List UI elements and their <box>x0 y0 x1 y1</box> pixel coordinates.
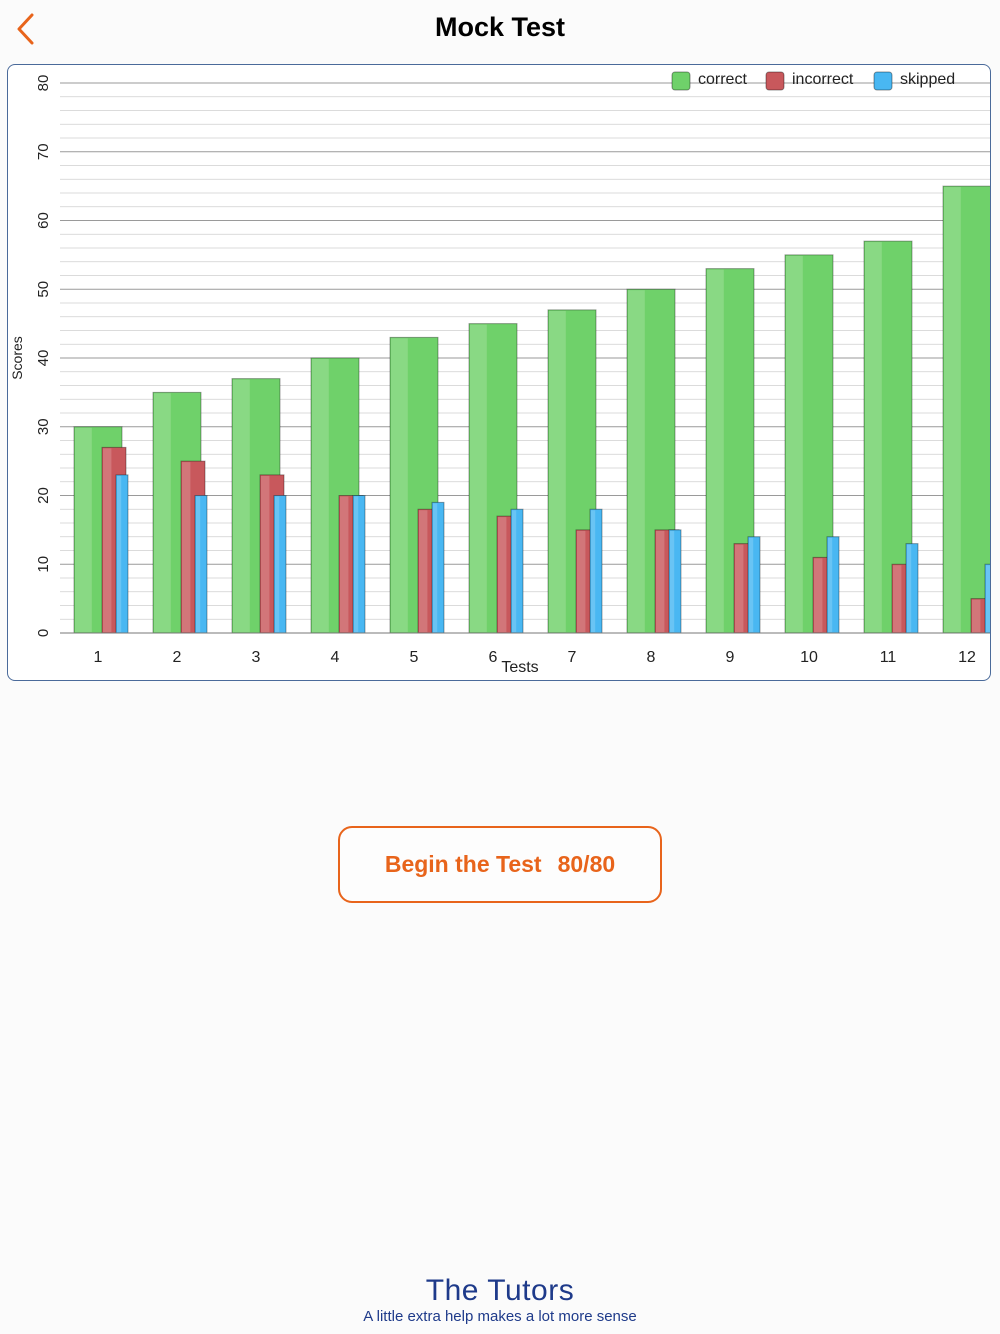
y-tick-label: 30 <box>35 418 52 435</box>
bar-highlight <box>628 290 645 632</box>
y-tick-label: 60 <box>35 212 52 229</box>
bar-highlight <box>354 496 359 632</box>
bar-highlight <box>591 510 596 632</box>
x-tick-label: 12 <box>958 649 976 666</box>
bar-highlight <box>103 448 112 632</box>
bar-highlight <box>865 242 882 632</box>
bar-highlight <box>498 517 507 632</box>
x-tick-label: 3 <box>252 649 261 666</box>
y-tick-label: 20 <box>35 487 52 504</box>
bar-highlight <box>749 537 754 632</box>
legend-label-correct: correct <box>698 71 747 88</box>
logo-name: The Tutors <box>425 1274 575 1307</box>
x-tick-label: 10 <box>800 649 818 666</box>
y-tick-label: 0 <box>35 629 52 637</box>
y-tick-label: 70 <box>35 143 52 160</box>
x-tick-label: 2 <box>173 649 182 666</box>
legend-label-skipped: skipped <box>900 71 955 88</box>
bar-highlight <box>828 537 833 632</box>
bar-highlight <box>735 544 744 632</box>
y-tick-label: 80 <box>35 75 52 92</box>
bar-highlight <box>972 599 981 632</box>
back-button[interactable] <box>8 10 44 50</box>
y-axis-label: Scores <box>9 336 25 380</box>
bar-highlight <box>391 338 408 632</box>
bar-highlight <box>419 510 428 632</box>
bar-highlight <box>814 558 823 632</box>
x-tick-label: 8 <box>647 649 656 666</box>
bar-highlight <box>275 496 280 632</box>
bar-highlight <box>512 510 517 632</box>
y-tick-label: 50 <box>35 281 52 298</box>
begin-test-label: Begin the Test <box>384 851 542 877</box>
bar-highlight <box>577 530 586 632</box>
x-tick-label: 7 <box>568 649 577 666</box>
bar-skipped <box>984 563 990 634</box>
bar-highlight <box>75 427 92 632</box>
logo-tagline: A little extra help makes a lot more sen… <box>363 1308 637 1325</box>
bar-highlight <box>986 565 990 632</box>
x-tick-label: 1 <box>94 649 103 666</box>
bar-highlight <box>549 310 566 632</box>
legend-label-incorrect: incorrect <box>792 71 854 88</box>
bar-highlight <box>707 269 724 632</box>
scores-chart: 0 10 20 30 40 50 60 70 80 Scores 1 2 3 4 5 6 7 8 9 10 11 12 Te… <box>7 64 991 681</box>
navigation-bar: Mock Test <box>0 0 1000 60</box>
x-tick-label: 11 <box>880 649 897 666</box>
bar-highlight <box>670 530 675 632</box>
legend-swatch-incorrect <box>765 71 785 91</box>
bar-highlight <box>944 187 961 632</box>
legend-swatch-skipped <box>873 71 893 91</box>
chevron-left-icon <box>17 13 34 45</box>
page-title: Mock Test <box>434 12 566 42</box>
bar-highlight <box>786 255 803 632</box>
x-tick-label: 9 <box>726 649 735 666</box>
bar-highlight <box>893 565 902 632</box>
the-tutors-logo: The Tutors A little extra help makes a l… <box>300 1274 700 1326</box>
bar-highlight <box>117 475 122 632</box>
bar-highlight <box>312 359 329 632</box>
bar-highlight <box>470 324 487 632</box>
x-tick-label: 4 <box>331 649 340 666</box>
legend-swatch-correct <box>671 71 691 91</box>
bar-highlight <box>656 530 665 632</box>
y-tick-label: 10 <box>35 556 52 573</box>
bar-highlight <box>433 503 438 632</box>
x-tick-label: 5 <box>410 649 419 666</box>
bar-highlight <box>907 544 912 632</box>
x-tick-label: 6 <box>489 649 498 666</box>
bar-highlight <box>154 393 171 632</box>
y-tick-label: 40 <box>35 350 52 367</box>
bar-highlight <box>182 462 191 632</box>
begin-test-button[interactable]: Begin the Test 80/80 <box>338 826 662 903</box>
bar-highlight <box>261 475 270 632</box>
bar-highlight <box>196 496 201 632</box>
bar-highlight <box>340 496 349 632</box>
x-axis-label: Tests <box>501 659 538 676</box>
question-count: 80/80 <box>557 851 616 877</box>
bar-highlight <box>233 379 250 632</box>
